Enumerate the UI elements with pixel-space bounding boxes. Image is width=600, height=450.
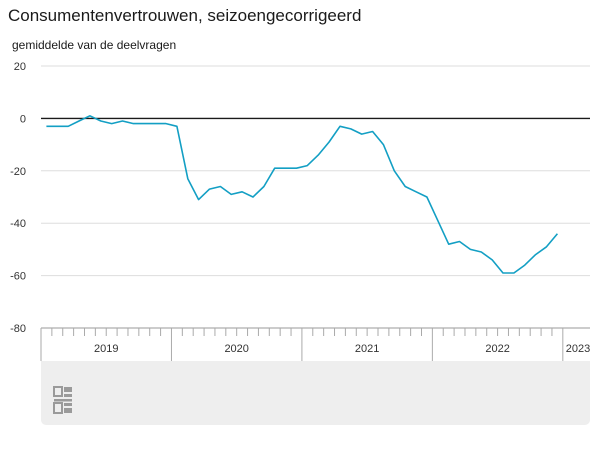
x-tick-label: 2023 — [566, 343, 590, 355]
x-tick-label: 2022 — [485, 343, 509, 355]
y-tick-label: 0 — [20, 113, 26, 125]
y-tick-label: -20 — [10, 166, 26, 178]
x-tick-label: 2019 — [94, 343, 118, 355]
grid-lines — [41, 65, 590, 329]
series-line — [46, 115, 559, 274]
chart-title: Consumentenvertrouwen, seizoengecorrigee… — [8, 6, 362, 25]
x-tick-label: 2020 — [224, 343, 248, 355]
y-tick-labels: 20 0 -20 -40 -60 -80 — [10, 61, 26, 335]
x-tick-label: 2021 — [355, 343, 379, 355]
y-axis-label: gemiddelde van de deelvragen — [12, 38, 177, 52]
y-tick-label: -40 — [10, 218, 26, 230]
y-tick-label: -60 — [10, 271, 26, 283]
x-axis: 2019 2020 2021 2022 2023 — [40, 327, 590, 361]
y-tick-label: 20 — [14, 61, 26, 73]
cbs-logo-icon — [53, 386, 72, 414]
footer-panel — [41, 361, 590, 425]
y-tick-label: -80 — [10, 323, 26, 335]
series-layer — [46, 115, 559, 274]
